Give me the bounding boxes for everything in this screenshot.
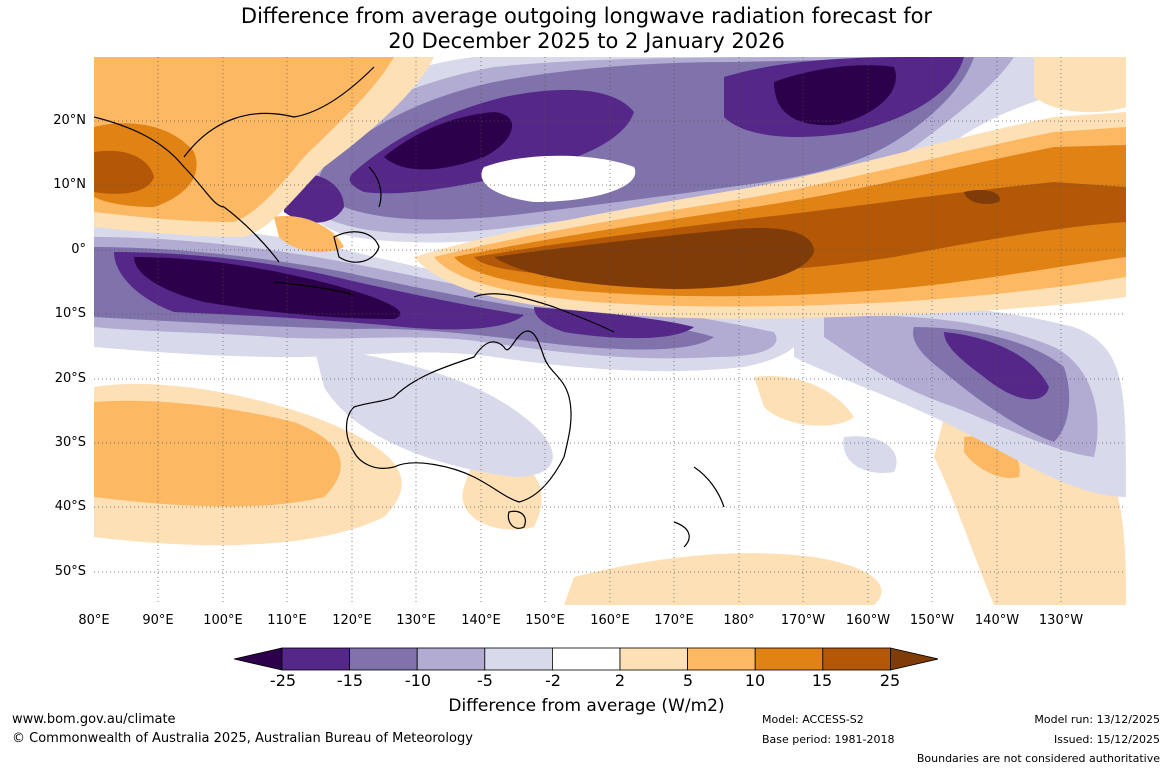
philippines-coastline bbox=[368, 166, 382, 208]
lat-label: 20°S bbox=[54, 371, 86, 386]
chart-title: Difference from average outgoing longwav… bbox=[0, 4, 1173, 54]
lon-label: 140°W bbox=[974, 613, 1020, 628]
lat-label: 40°S bbox=[54, 499, 86, 514]
lon-label: 160°W bbox=[845, 613, 891, 628]
lon-label: 180° bbox=[723, 613, 755, 628]
colorbar-tick-label: -15 bbox=[336, 671, 364, 690]
anomaly-region bbox=[564, 553, 882, 605]
lon-label: 150°W bbox=[909, 613, 955, 628]
model-name: Model: ACCESS-S2 bbox=[762, 713, 864, 726]
lon-label: 80°E bbox=[78, 613, 110, 628]
new-zealand-coastline bbox=[673, 466, 725, 548]
colorbar-tick-label: 5 bbox=[682, 671, 694, 690]
lon-label: 100°E bbox=[203, 613, 243, 628]
colorbar-tick-label: -10 bbox=[404, 671, 432, 690]
anomaly-region bbox=[843, 436, 897, 473]
colorbar-swatch bbox=[349, 647, 418, 671]
model-run: Model run: 13/12/2025 bbox=[1034, 713, 1160, 726]
lon-label: 150°E bbox=[525, 613, 565, 628]
title-line-2: 20 December 2025 to 2 January 2026 bbox=[388, 29, 785, 53]
borneo-coastline bbox=[333, 231, 380, 263]
anomaly-map-svg bbox=[94, 57, 1126, 605]
anomaly-region bbox=[94, 150, 154, 194]
anomaly-region bbox=[384, 112, 513, 170]
lat-label: 0° bbox=[71, 242, 86, 257]
lat-label: 50°S bbox=[54, 564, 86, 579]
colorbar-tick-label: -25 bbox=[269, 671, 297, 690]
lon-label: 140°E bbox=[461, 613, 501, 628]
colorbar-tick-label: -2 bbox=[545, 671, 561, 690]
new-guinea-coastline bbox=[473, 293, 615, 333]
colorbar-title: Difference from average (W/m2) bbox=[448, 696, 725, 716]
colorbar-swatch bbox=[822, 647, 891, 671]
lon-label: 90°E bbox=[142, 613, 174, 628]
colorbar-svg bbox=[233, 647, 939, 671]
sumatra-coastline bbox=[223, 206, 280, 263]
lat-label: 10°N bbox=[53, 177, 86, 192]
lon-label: 170°E bbox=[654, 613, 694, 628]
asia-coastline bbox=[94, 66, 375, 208]
java-coastline bbox=[273, 281, 355, 296]
colorbar-tick-label: 10 bbox=[744, 671, 766, 690]
site-url: www.bom.gov.au/climate bbox=[12, 712, 176, 727]
colorbar-extend-low bbox=[233, 647, 283, 671]
title-line-1: Difference from average outgoing longwav… bbox=[240, 4, 933, 28]
anomaly-region bbox=[134, 257, 401, 319]
anomaly-region bbox=[1034, 57, 1126, 113]
colorbar-tick-label: 25 bbox=[879, 671, 901, 690]
lat-label: 10°S bbox=[54, 306, 86, 321]
colorbar-tick-label: -5 bbox=[477, 671, 493, 690]
colorbar-swatch bbox=[551, 647, 621, 671]
anomaly-region bbox=[481, 155, 636, 202]
australia-coastline bbox=[345, 330, 572, 503]
disclaimer: Boundaries are not considered authoritat… bbox=[916, 752, 1160, 765]
graticule bbox=[94, 57, 1126, 605]
colorbar-tick-label: 2 bbox=[614, 671, 626, 690]
anomaly-region bbox=[964, 190, 1000, 204]
colorbar-tick-label: 15 bbox=[811, 671, 833, 690]
colorbar-swatch bbox=[416, 647, 486, 671]
anomaly-map bbox=[94, 57, 1126, 605]
base-period: Base period: 1981-2018 bbox=[762, 733, 895, 746]
lon-label: 160°E bbox=[590, 613, 630, 628]
lon-label: 170°W bbox=[780, 613, 826, 628]
colorbar-extend-high bbox=[890, 647, 939, 671]
anomaly-field bbox=[94, 57, 1126, 605]
coastlines bbox=[94, 66, 725, 548]
lon-label: 110°E bbox=[267, 613, 307, 628]
anomaly-region bbox=[94, 400, 341, 507]
lon-label: 130°E bbox=[396, 613, 436, 628]
lon-label: 120°E bbox=[332, 613, 372, 628]
colorbar bbox=[233, 645, 939, 673]
anomaly-region bbox=[494, 227, 814, 289]
copyright: © Commonwealth of Australia 2025, Austra… bbox=[12, 731, 473, 746]
lat-label: 20°N bbox=[53, 113, 86, 128]
anomaly-region bbox=[944, 332, 1049, 400]
colorbar-swatch bbox=[281, 647, 350, 671]
colorbar-swatch bbox=[754, 647, 824, 671]
anomaly-region bbox=[913, 327, 1070, 442]
lon-label: 130°W bbox=[1038, 613, 1084, 628]
colorbar-swatch bbox=[619, 647, 688, 671]
anomaly-region bbox=[314, 347, 553, 477]
anomaly-region bbox=[274, 216, 344, 253]
issued-date: Issued: 15/12/2025 bbox=[1053, 733, 1160, 746]
anomaly-region bbox=[774, 65, 896, 126]
colorbar-swatch bbox=[687, 647, 756, 671]
lat-label: 30°S bbox=[54, 435, 86, 450]
colorbar-swatch bbox=[484, 647, 553, 671]
anomaly-region bbox=[754, 376, 854, 426]
tasmania-coastline bbox=[507, 510, 526, 529]
